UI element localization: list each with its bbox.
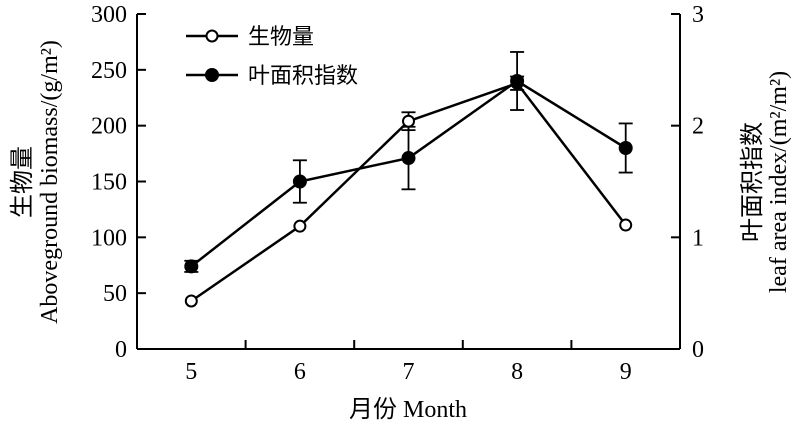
data-point-biomass (402, 114, 415, 128)
left-y-tick-label: 0 (115, 337, 127, 363)
x-tick-label: 7 (403, 359, 415, 385)
x-tick-label: 6 (294, 359, 306, 385)
data-point-biomass (619, 218, 633, 232)
legend: 生物量 叶面积指数 (186, 25, 358, 89)
data-point-biomass (184, 294, 198, 308)
right-y-tick-label: 2 (692, 114, 704, 140)
data-point-lai (292, 174, 307, 189)
x-tick-label: 9 (620, 359, 632, 385)
series-layer (184, 51, 633, 308)
right-y-tick-label: 1 (692, 225, 704, 251)
legend-marker-biomass (205, 29, 219, 43)
x-tick-label: 5 (185, 359, 197, 385)
data-point-lai (618, 141, 633, 155)
x-tick-label: 8 (511, 359, 523, 385)
legend-marker-lai (205, 68, 219, 82)
left-axis-title: Aboveground biomass/(g/m²) (37, 40, 63, 324)
axes: 0 50 100 150 200 250 300 0 1 2 3 5 6 7 8 9 (91, 2, 704, 385)
left-y-tick-label: 100 (91, 225, 127, 251)
data-point-lai (184, 259, 199, 274)
data-point-biomass (293, 219, 307, 233)
legend-label-lai: 叶面积指数 (248, 64, 358, 89)
left-y-tick-label: 200 (91, 114, 127, 140)
left-y-tick-label: 150 (91, 170, 127, 196)
right-y-tick-label: 3 (692, 2, 704, 28)
left-y-tick-label: 300 (91, 2, 127, 28)
x-axis-title: 月份 Month (349, 396, 467, 423)
data-point-lai (510, 74, 525, 88)
right-y-tick-label: 0 (692, 337, 704, 363)
right-axis-title: leaf area index/(m²/m²) (766, 71, 792, 293)
right-axis-title-cn: 叶面积指数 (739, 122, 766, 242)
left-y-tick-label: 250 (91, 58, 127, 84)
data-point-lai (401, 151, 416, 166)
legend-label-biomass: 生物量 (248, 25, 314, 50)
left-y-tick-label: 50 (103, 281, 127, 307)
left-axis-title-cn: 生物量 (9, 146, 36, 218)
